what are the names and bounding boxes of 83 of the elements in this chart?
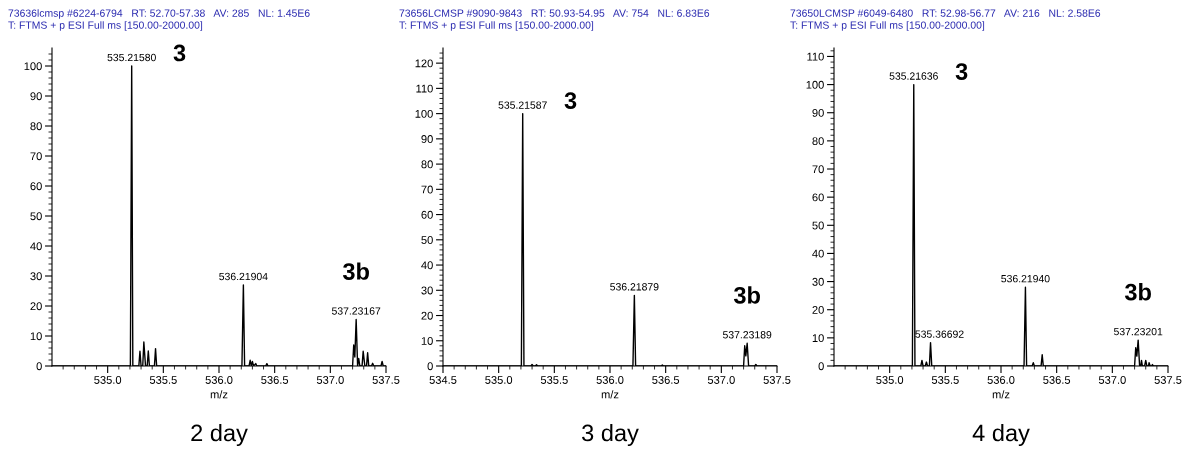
y-tick-label: 100 — [415, 109, 433, 118]
annotation: 535.21587 — [498, 101, 547, 109]
annotation: 536.21940 — [1001, 274, 1050, 283]
annotation: 3 — [564, 92, 577, 109]
y-tick-label: 70 — [30, 152, 42, 161]
chart-subtitle: T: FTMS + p ESI Full ms [150.00-2000.00] — [790, 21, 985, 31]
y-tick-label: 20 — [421, 311, 433, 320]
x-tick-label: 537.0 — [316, 376, 344, 384]
y-tick-label: 30 — [812, 277, 824, 286]
x-tick-label: 534.5 — [429, 376, 457, 384]
annotation: 535.21636 — [889, 72, 938, 80]
y-tick-label: 70 — [421, 185, 433, 194]
annotation: 535.36692 — [915, 330, 964, 338]
x-axis-title: m/z — [210, 390, 228, 399]
x-tick-label: 536.5 — [1043, 376, 1071, 384]
y-tick-label: 20 — [30, 302, 42, 311]
y-tick-label: 90 — [30, 92, 42, 101]
x-axis-title: m/z — [992, 390, 1010, 399]
y-tick-label: 120 — [415, 59, 433, 68]
y-tick-label: 40 — [421, 261, 433, 270]
y-tick-label: 90 — [421, 135, 433, 143]
annotation: 536.21904 — [219, 272, 268, 281]
y-tick-label: 110 — [807, 52, 824, 61]
annotation: 537.23167 — [331, 307, 381, 315]
x-tick-label: 535.0 — [485, 376, 513, 384]
y-tick-label: 100 — [806, 80, 824, 89]
y-tick-label: 60 — [30, 182, 42, 191]
text: 4 day — [972, 423, 1030, 447]
y-tick-label: 10 — [812, 334, 824, 342]
x-tick-label: 536.5 — [652, 376, 680, 384]
y-tick-label: 40 — [812, 249, 824, 258]
y-tick-label: 80 — [30, 122, 42, 131]
x-tick-label: 536.0 — [596, 376, 624, 384]
annotation: 3 — [173, 44, 186, 62]
annotation: 3b — [1124, 283, 1151, 301]
chart-title: 73636lcmsp #6224-6794 RT: 52.70-57.38 AV: 285 NL: 1.45E6 — [8, 9, 310, 19]
y-tick-label: 60 — [812, 193, 824, 202]
y-tick-label: 60 — [421, 210, 433, 219]
annotation: 537.23201 — [1113, 327, 1163, 336]
x-tick-label: 535.5 — [149, 376, 177, 384]
x-tick-label: 537.0 — [1098, 376, 1126, 384]
annotation: 3b — [342, 262, 369, 280]
y-tick-label: 100 — [24, 62, 42, 71]
y-tick-label: 50 — [30, 212, 42, 221]
text: 2 day — [191, 423, 248, 447]
x-tick-label: 537.5 — [372, 376, 400, 384]
x-tick-label: 537.5 — [1154, 376, 1182, 384]
x-tick-label: 535.0 — [94, 376, 122, 384]
y-tick-label: 10 — [421, 337, 433, 345]
x-tick-label: 535.5 — [931, 376, 959, 384]
chart-title: 73650LCMSP #6049-6480 RT: 52.98-56.77 AV: 216 NL: 2.58E6 — [790, 9, 1101, 17]
y-tick-label: 0 — [427, 362, 433, 371]
y-tick-label: 70 — [812, 165, 824, 174]
y-tick-label: 80 — [421, 160, 433, 169]
chart-title: 73656LCMSP #9090-9843 RT: 50.93-54.95 AV: 754 NL: 6.83E6 — [399, 9, 710, 17]
x-tick-label: 536.5 — [261, 376, 289, 384]
x-tick-label: 537.0 — [707, 376, 735, 384]
text: 3 day — [582, 423, 639, 447]
x-tick-label: 537.5 — [763, 376, 791, 384]
y-tick-label: 50 — [812, 221, 824, 230]
y-tick-label: 30 — [421, 286, 433, 295]
y-tick-label: 10 — [30, 332, 42, 341]
y-tick-label: 30 — [30, 272, 42, 281]
chart-subtitle: T: FTMS + p ESI Full ms [150.00-2000.00] — [399, 21, 594, 31]
y-tick-label: 110 — [416, 84, 433, 93]
x-tick-label: 536.0 — [987, 376, 1015, 384]
x-axis-title: m/z — [601, 390, 619, 399]
y-tick-label: 80 — [812, 137, 824, 145]
y-tick-label: 90 — [812, 108, 824, 117]
y-tick-label: 0 — [36, 362, 42, 371]
x-tick-label: 535.0 — [876, 376, 904, 384]
annotation: 537.23189 — [722, 331, 772, 339]
x-tick-label: 536.0 — [205, 376, 233, 384]
chart-subtitle: T: FTMS + p ESI Full ms [150.00-2000.00] — [8, 21, 203, 31]
x-tick-label: 535.5 — [540, 376, 568, 384]
annotation: 3 — [955, 63, 968, 80]
y-tick-label: 40 — [30, 242, 42, 251]
annotation: 535.21580 — [107, 53, 156, 62]
y-tick-label: 50 — [421, 236, 433, 244]
annotation: 3b — [733, 286, 760, 304]
y-tick-label: 0 — [818, 362, 824, 371]
annotation: 536.21879 — [610, 283, 659, 291]
y-tick-label: 20 — [812, 305, 824, 314]
